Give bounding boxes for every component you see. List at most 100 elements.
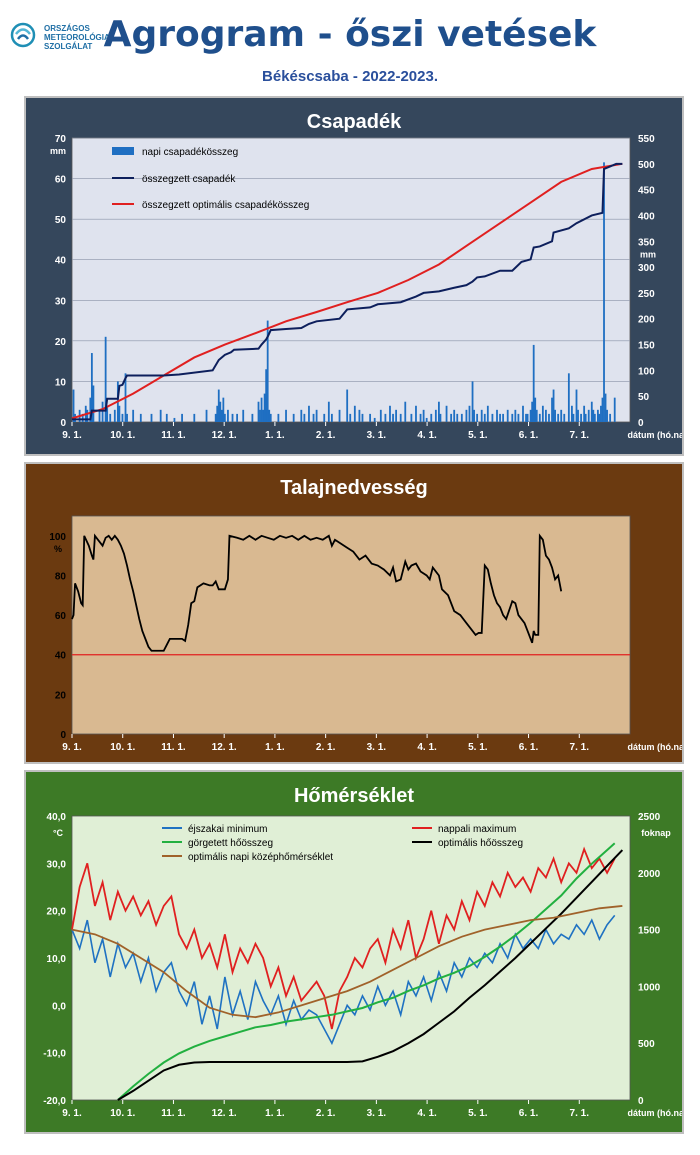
daily-precip-bar [531,401,534,422]
precip-xtick-label: 7. 1. [570,430,590,441]
daily-precip-bar [604,393,607,422]
precip-xtick-label: 10. 1. [110,430,135,441]
soil-xtick-label: 3. 1. [367,742,387,753]
precip-xtick-label: 9. 1. [62,430,82,441]
daily-precip-bar [269,413,272,422]
daily-precip-bar [214,413,217,422]
daily-precip-bar [227,409,229,422]
temp-ytick-label: -10,0 [43,1049,66,1060]
daily-precip-bar [506,409,509,422]
daily-precip-bar [358,409,361,422]
daily-precip-bar [410,413,413,422]
page-subtitle: Békéscsaba - 2022-2023. [262,68,438,85]
temp-ytick-label: 0,0 [52,1001,66,1012]
daily-precip-bar [219,401,222,422]
legend-label-optimal: összegzett optimális csapadékösszeg [142,200,309,211]
legend-label-night-min: éjszakai minimum [188,824,267,835]
daily-precip-bar [193,413,196,422]
daily-precip-bar [554,409,556,422]
daily-precip-bar [150,413,153,422]
daily-precip-bar [465,409,468,422]
legend-label-rolling-sum: görgetett hőösszeg [188,838,273,849]
temp-y2axis-unit: foknap [641,828,671,838]
daily-precip-bar [277,413,280,422]
daily-precip-bar [242,409,245,422]
temp-xtick-label: 11. 1. [161,1108,186,1119]
daily-precip-bar [86,409,89,422]
daily-precip-bar [563,413,566,422]
daily-precip-bar [109,413,112,422]
soil-moisture-line [71,533,563,652]
daily-precip-bar [450,413,453,422]
temp-xtick-label: 4. 1. [417,1108,437,1119]
daily-precip-bar [502,413,505,422]
precip-y2tick-label: 200 [638,315,655,326]
precip-xtick-label: 2. 1. [316,430,336,441]
daily-precip-bar [577,409,579,422]
daily-precip-bar [419,413,422,422]
rolling-heat-sum-line [117,842,616,1101]
daily-precip-bar [596,409,599,422]
soil-xtick-label: 2. 1. [316,742,336,753]
daily-precip-bar [395,409,397,422]
daily-precip-bar [517,413,520,422]
daily-precip-bar [353,405,356,422]
temp-title: Hőmérséklet [294,785,414,807]
daily-precip-bar [598,413,601,422]
daily-precip-bar [173,417,176,422]
precip-y2axis-unit: mm [640,249,656,259]
daily-precip-bar [223,413,226,422]
soil-xtick-label: 1. 1. [265,742,285,753]
soil-plot-area [71,515,631,735]
soil-title: Talajnedvesség [280,477,427,499]
daily-precip-bar [165,413,168,422]
temp-xtick-label: 1. 1. [265,1108,285,1119]
temp-xtick-label: 6. 1. [519,1108,539,1119]
precip-y2tick-label: 400 [638,211,655,222]
daily-precip-bar [101,401,104,422]
daily-precip-bar [361,413,364,422]
daily-precip-bar [532,344,535,422]
soil-xtick-label: 6. 1. [519,742,539,753]
daily-precip-bar [534,397,537,422]
daily-precip-bar [567,373,570,422]
daily-precip-bar [438,401,440,422]
daily-precip-bar [404,401,407,422]
soil-xtick-label: 12. 1. [212,742,237,753]
temp-y2tick-label: 1500 [638,926,661,937]
daily-precip-bar [251,413,254,422]
temp-xtick-label: 12. 1. [212,1108,237,1119]
daily-precip-bar [266,320,269,422]
daily-precip-bar [300,409,303,422]
daily-precip-bar [496,409,498,422]
daily-precip-bar [126,413,128,422]
daily-precip-bar [222,397,225,422]
daily-precip-bar [480,409,483,422]
daily-precip-bar [205,409,208,422]
daily-precip-bar [104,336,107,422]
temp-plot-area [71,815,631,1101]
temp-y2tick-label: 500 [638,1039,655,1050]
logo-line-3: SZOLGÁLAT [44,42,93,51]
daily-precip-bar [425,417,428,422]
temp-y2tick-label: 2000 [638,869,661,880]
daily-precip-bar [453,409,456,422]
legend-label-daily: napi csapadékösszeg [142,147,238,158]
day-maximum-line [71,846,616,1030]
precip-xtick-label: 1. 1. [265,430,285,441]
daily-precip-bar [460,413,463,422]
precip-yaxis-unit: mm [50,146,66,156]
logo-line-1: ORSZÁGOS [44,24,90,33]
precip-xtick-label: 3. 1. [367,430,387,441]
daily-precip-bar [560,409,563,422]
daily-precip-bar [379,409,382,422]
daily-precip-bar [468,405,471,422]
precip-ytick-label: 20 [55,337,67,348]
daily-precip-bar [399,413,402,422]
daily-precip-bar [323,413,326,422]
precip-xtick-label: 12. 1. [212,430,237,441]
soil-ytick-label: 100 [49,532,66,543]
legend-label-cumulative: összegzett csapadék [142,174,236,185]
daily-precip-bar [118,405,121,422]
precip-ytick-label: 30 [55,296,67,307]
